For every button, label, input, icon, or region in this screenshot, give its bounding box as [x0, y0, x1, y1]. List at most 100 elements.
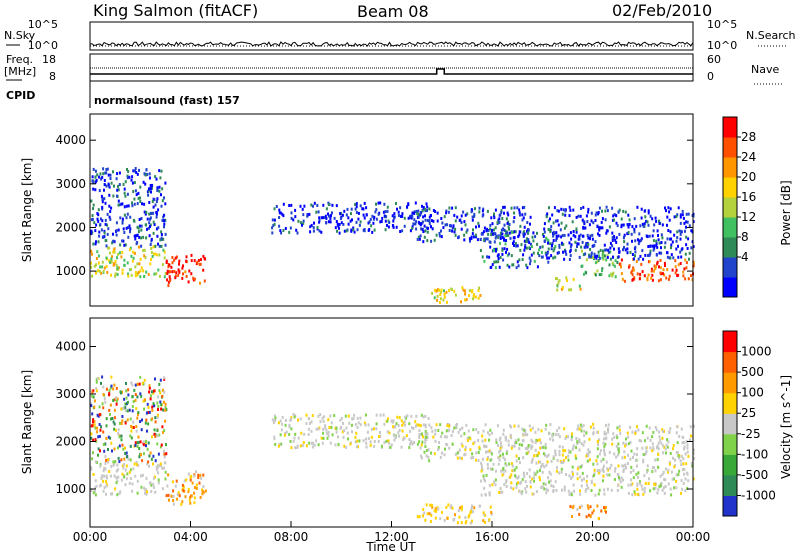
range-cell	[581, 249, 583, 253]
range-cell	[662, 451, 664, 455]
range-cell	[561, 488, 563, 492]
range-cell	[522, 253, 525, 257]
range-cell	[111, 417, 114, 420]
range-cell	[136, 262, 139, 266]
range-cell	[570, 491, 573, 495]
range-cell	[155, 200, 158, 203]
range-cell	[500, 209, 503, 213]
range-cell	[660, 441, 663, 445]
range-cell	[457, 509, 460, 512]
range-cell	[588, 223, 591, 227]
range-cell	[126, 261, 129, 265]
range-cell	[641, 270, 644, 274]
colorbar-swatch	[723, 495, 737, 517]
range-cell	[558, 426, 561, 430]
range-cell	[677, 206, 680, 210]
range-cell	[661, 428, 664, 432]
range-cell	[533, 479, 536, 483]
range-cell	[491, 232, 494, 236]
range-cell	[318, 229, 321, 233]
range-cell	[164, 272, 167, 275]
range-cell	[140, 244, 143, 248]
range-cell	[628, 218, 631, 222]
range-cell	[606, 467, 609, 471]
range-cell	[519, 224, 522, 228]
range-cell	[163, 256, 166, 260]
range-cell	[104, 467, 107, 471]
range-cell	[574, 240, 577, 244]
range-cell	[363, 216, 366, 220]
range-cell	[473, 214, 476, 218]
range-cell	[465, 230, 468, 234]
range-cell	[561, 234, 564, 238]
range-cell	[658, 435, 661, 439]
range-cell	[407, 216, 410, 220]
range-cell	[154, 244, 157, 248]
range-cell	[91, 394, 94, 398]
range-cell	[583, 226, 586, 230]
range-cell	[516, 260, 519, 264]
range-cell	[192, 278, 195, 282]
range-cell	[444, 447, 446, 451]
range-cell	[529, 262, 531, 266]
range-cell	[403, 224, 406, 228]
range-cell	[657, 441, 660, 445]
range-cell	[488, 484, 491, 487]
noise-trace	[89, 41, 694, 47]
range-cell	[502, 467, 505, 471]
range-cell	[94, 486, 97, 490]
range-cell	[413, 440, 416, 444]
range-cell	[404, 415, 407, 419]
range-cell	[652, 229, 655, 233]
range-cell	[91, 457, 94, 461]
range-cell	[97, 453, 99, 457]
range-cell	[163, 377, 166, 381]
range-cell	[413, 218, 416, 222]
range-cell	[570, 435, 573, 438]
range-cell	[157, 408, 159, 411]
range-cell	[158, 253, 161, 257]
range-cell	[101, 402, 104, 406]
range-cell	[494, 226, 497, 230]
range-cell	[157, 395, 160, 399]
range-cell	[631, 430, 634, 434]
range-cell	[164, 402, 167, 406]
range-cell	[643, 486, 646, 490]
range-cell	[419, 424, 422, 428]
time-axis-label: Time UT	[365, 540, 416, 554]
range-cell	[136, 445, 139, 448]
range-cell	[620, 258, 623, 262]
range-cell	[601, 269, 603, 273]
range-cell	[545, 487, 548, 491]
range-cell	[136, 172, 139, 176]
range-cell	[116, 493, 119, 497]
range-cell	[102, 469, 105, 473]
range-cell	[566, 279, 568, 283]
range-cell	[570, 493, 573, 497]
range-cell	[687, 277, 690, 281]
range-cell	[491, 263, 494, 267]
range-cell	[536, 439, 539, 443]
range-cell	[137, 435, 140, 439]
range-cell	[526, 447, 529, 451]
range-cell	[487, 456, 489, 459]
range-cell	[562, 449, 565, 453]
range-cell	[318, 220, 321, 224]
range-cell	[684, 252, 687, 256]
range-cell	[486, 237, 489, 241]
range-cell	[627, 491, 630, 495]
range-cell	[357, 445, 359, 449]
range-cell	[600, 273, 603, 276]
range-cell	[327, 220, 330, 224]
range-cell	[491, 431, 493, 435]
range-cell	[646, 276, 649, 280]
range-cell	[488, 493, 491, 497]
range-cell	[494, 478, 497, 482]
range-cell	[616, 426, 619, 430]
range-cell	[202, 490, 205, 494]
range-cell	[413, 210, 416, 214]
range-cell	[145, 476, 148, 480]
range-cell	[128, 224, 131, 228]
range-cell	[152, 391, 155, 395]
range-cell	[149, 243, 152, 246]
